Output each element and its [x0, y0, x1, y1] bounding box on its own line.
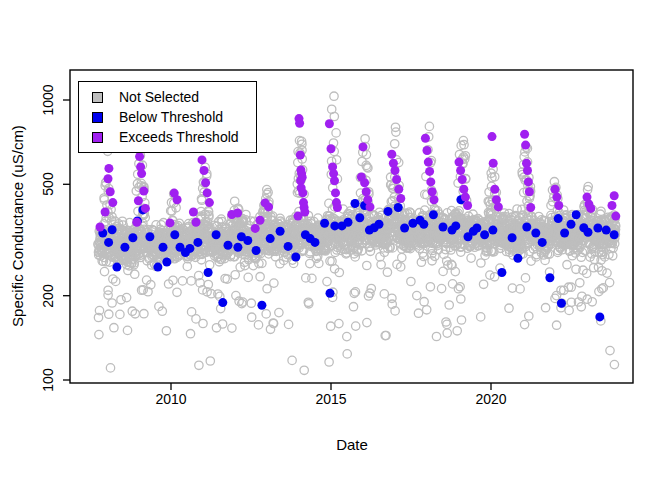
y-axis-title: Specific Conductance (uS/cm) [9, 125, 26, 327]
legend-row-exceeds-threshold: Exceeds Threshold [92, 130, 256, 144]
y-tick-label-100: 100 [40, 368, 56, 391]
scatter-plot-figure: 2010 2015 2020 100 200 500 1000 Specific… [0, 0, 672, 480]
x-tick-label-2020: 2020 [459, 391, 523, 407]
legend-label-below-threshold: Below Threshold [119, 110, 223, 124]
legend-label-not-selected: Not Selected [119, 90, 199, 104]
x-axis-title: Date [336, 436, 368, 453]
exceeds-threshold-swatch-icon [92, 132, 103, 143]
y-tick-label-200: 200 [40, 284, 56, 307]
legend-row-below-threshold: Below Threshold [92, 110, 256, 124]
x-tick-label-2015: 2015 [299, 391, 363, 407]
x-tick-label-2010: 2010 [139, 391, 203, 407]
plot-canvas [0, 0, 672, 480]
legend-row-not-selected: Not Selected [92, 90, 256, 104]
y-tick-label-1000: 1000 [40, 84, 56, 115]
not-selected-swatch-icon [92, 92, 103, 103]
below-threshold-swatch-icon [92, 112, 103, 123]
y-tick-label-500: 500 [40, 172, 56, 195]
legend: Not Selected Below Threshold Exceeds Thr… [78, 81, 257, 153]
legend-label-exceeds-threshold: Exceeds Threshold [119, 130, 239, 144]
